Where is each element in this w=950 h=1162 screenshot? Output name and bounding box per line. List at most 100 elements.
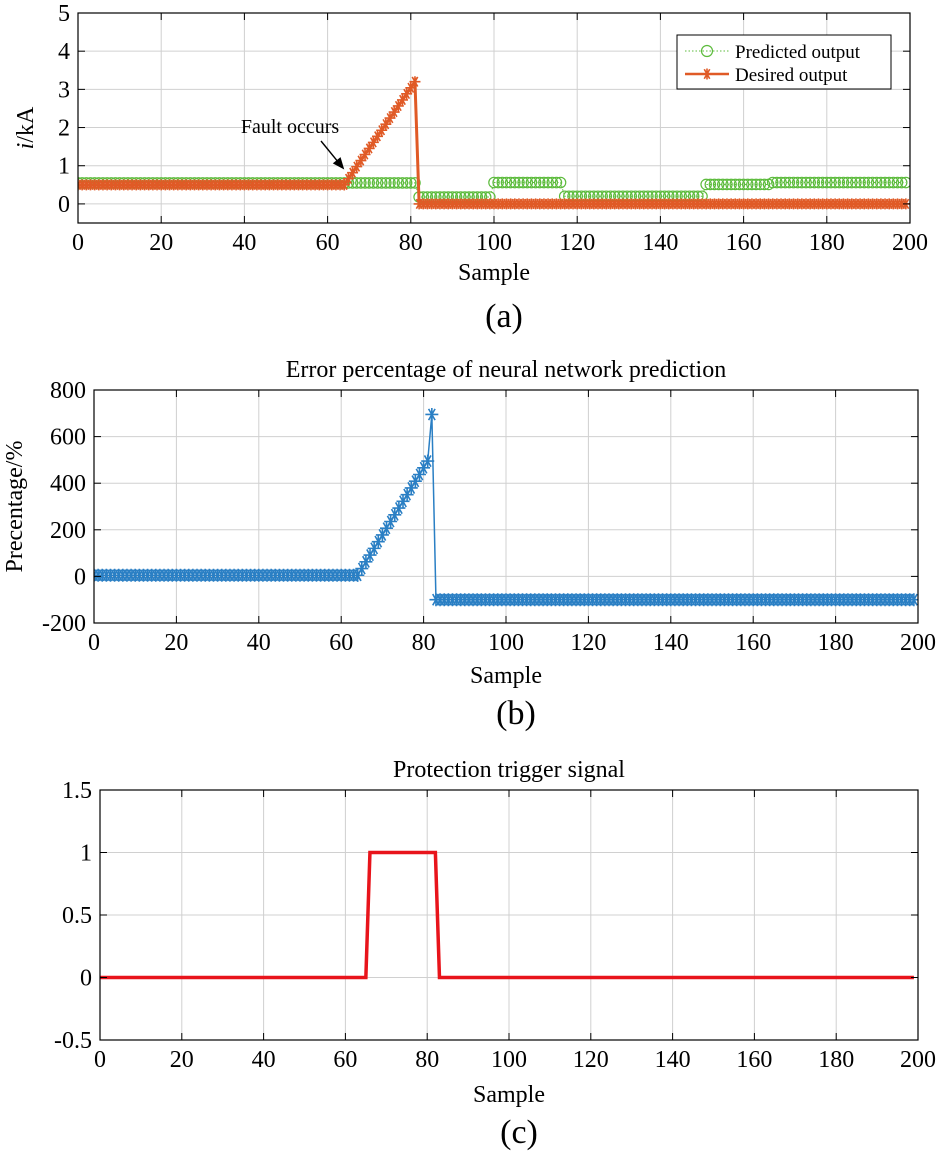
panel-a: 0 20 40 60 80 100 120 140 160 180 200 0 1 2 3 4 5 Sample i… xyxy=(13,1,928,335)
data-point xyxy=(804,176,816,189)
data-point xyxy=(338,179,350,191)
data-point xyxy=(388,508,402,522)
x-tick-label: 40 xyxy=(247,630,271,656)
data-point xyxy=(845,176,858,189)
data-point xyxy=(359,148,371,160)
data-point xyxy=(779,176,791,189)
y-tick-label: 1 xyxy=(58,154,70,180)
data-point xyxy=(421,454,435,468)
data-point xyxy=(525,176,538,189)
data-point xyxy=(355,562,369,576)
data-point xyxy=(721,178,733,191)
data-point xyxy=(796,176,808,189)
y-tick-label: 5 xyxy=(58,1,70,27)
data-point xyxy=(837,176,850,189)
data-point xyxy=(850,176,862,189)
data-point xyxy=(841,176,854,189)
x-tick-label: 80 xyxy=(412,630,436,656)
data-point xyxy=(396,94,408,106)
data-point xyxy=(883,176,895,189)
x-tick-label: 160 xyxy=(726,230,762,256)
x-axis-label: Sample xyxy=(470,663,542,689)
panel-c: 0 20 40 60 80 100 120 140 160 180 200-0.500.511.5S… xyxy=(54,757,936,1151)
x-tick-label: 140 xyxy=(642,230,678,256)
y-tick-label: 1 xyxy=(80,841,92,867)
data-point xyxy=(521,176,534,189)
y-tick-label: 600 xyxy=(50,425,86,451)
y-tick-label: 1.5 xyxy=(62,778,92,804)
data-point xyxy=(870,176,883,189)
x-tick-label: 160 xyxy=(736,1047,772,1073)
data-point xyxy=(412,467,426,481)
data-point xyxy=(812,176,825,189)
data-point xyxy=(408,474,422,488)
y-tick-label: 4 xyxy=(58,39,70,65)
data-layer xyxy=(94,407,918,607)
data-point xyxy=(513,176,525,189)
data-point xyxy=(766,176,779,189)
y-tick-label: -0.5 xyxy=(54,1028,92,1054)
data-point xyxy=(875,176,887,189)
data-point xyxy=(404,481,418,495)
data-point xyxy=(750,178,762,191)
data-point xyxy=(342,173,354,185)
x-tick-label: 60 xyxy=(329,630,353,656)
data-point xyxy=(359,177,371,189)
y-tick-label: 2 xyxy=(58,116,70,142)
data-point xyxy=(380,177,392,189)
data-point xyxy=(550,176,563,189)
x-tick-label: 200 xyxy=(892,230,928,256)
y-tick-label: 3 xyxy=(58,77,70,103)
legend-box xyxy=(676,34,892,90)
x-tick-label: 0 xyxy=(72,230,84,256)
data-point xyxy=(900,176,910,189)
data-point xyxy=(825,176,837,189)
data-point xyxy=(392,177,405,189)
x-tick-label: 20 xyxy=(164,630,188,656)
data-point xyxy=(351,568,365,582)
x-tick-label: 100 xyxy=(488,630,524,656)
data-point xyxy=(400,177,413,189)
data-point xyxy=(380,521,394,535)
x-tick-label: 20 xyxy=(149,230,173,256)
x-tick-label: 120 xyxy=(570,630,606,656)
data-point xyxy=(504,176,517,189)
data-point xyxy=(808,176,821,189)
x-tick-label: 140 xyxy=(653,630,689,656)
y-tick-label: 0.5 xyxy=(62,903,92,929)
data-point xyxy=(787,176,800,189)
data-point xyxy=(529,176,542,189)
x-tick-label: 180 xyxy=(809,230,845,256)
x-tick-label: 200 xyxy=(900,630,936,656)
x-tick-label: 140 xyxy=(655,1047,691,1073)
data-point xyxy=(500,176,513,189)
panel-caption: (b) xyxy=(496,695,536,732)
legend-marker xyxy=(701,68,713,80)
x-tick-label: 40 xyxy=(252,1047,276,1073)
x-tick-label: 60 xyxy=(316,230,340,256)
data-point xyxy=(384,515,398,529)
data-point xyxy=(538,176,550,189)
data-point xyxy=(492,176,504,189)
data-point xyxy=(367,177,380,189)
data-point xyxy=(375,528,389,542)
y-axis-label-unit: /kA xyxy=(13,106,39,143)
legend-marker xyxy=(700,44,714,58)
data-point xyxy=(546,176,559,189)
data-point xyxy=(854,176,866,189)
data-point xyxy=(704,178,717,191)
data-point xyxy=(351,161,363,173)
data-point xyxy=(741,178,754,191)
data-layer xyxy=(100,850,914,980)
x-tick-label: 40 xyxy=(232,230,256,256)
data-point xyxy=(708,178,721,191)
data-point xyxy=(775,176,787,189)
x-tick-label: 60 xyxy=(333,1047,357,1073)
data-point xyxy=(729,178,742,191)
y-axis-label: Precentage/% xyxy=(2,441,28,573)
y-tick-label: 0 xyxy=(80,966,92,992)
data-point xyxy=(404,177,417,189)
x-tick-label: 100 xyxy=(491,1047,527,1073)
data-point xyxy=(376,124,388,136)
x-tick-label: 20 xyxy=(170,1047,194,1073)
